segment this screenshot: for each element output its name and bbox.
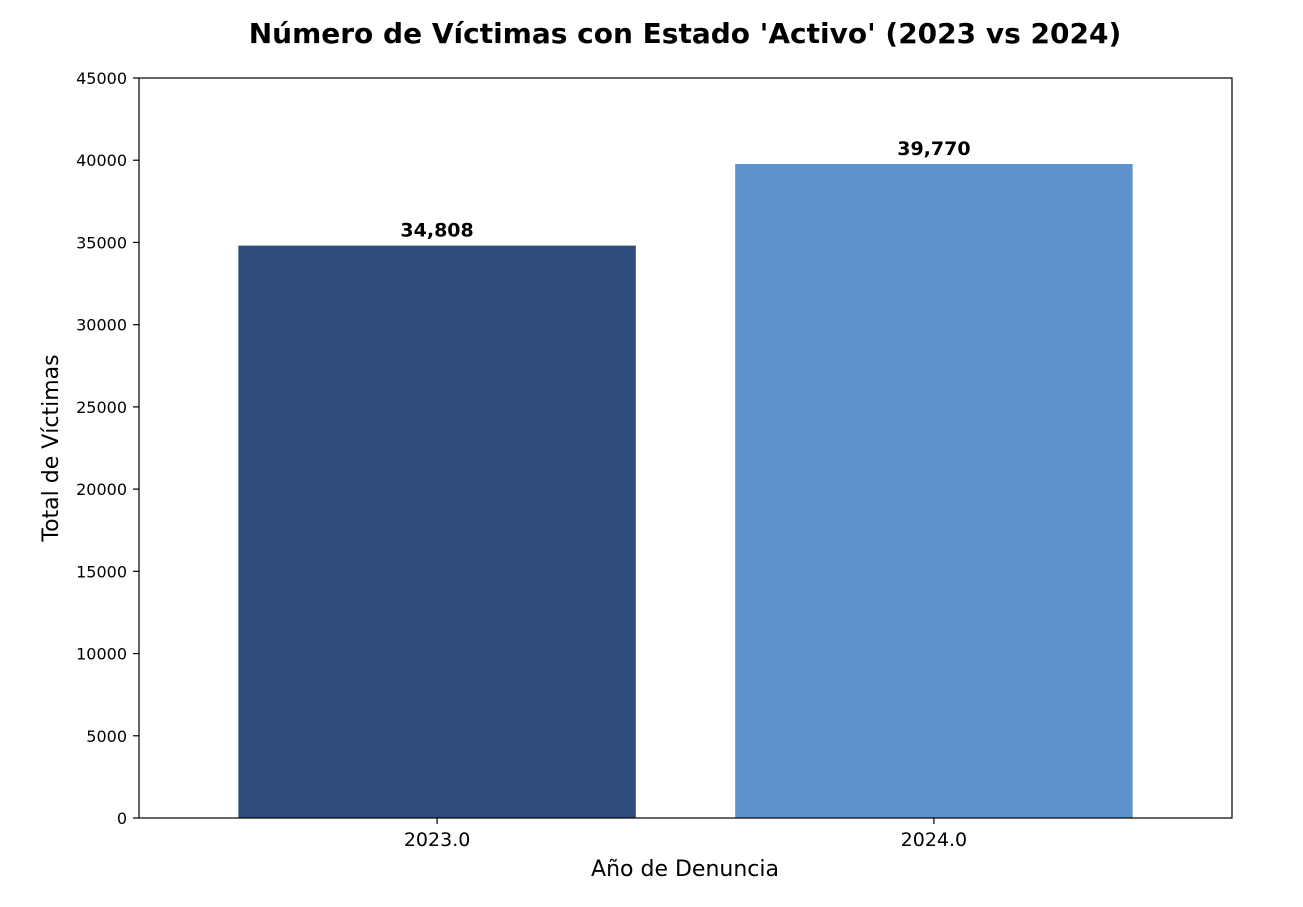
plot-frame xyxy=(138,77,1233,819)
bar-2024.0 xyxy=(735,164,1133,818)
y-tick-label: 25000 xyxy=(76,398,127,417)
data-label-2023.0: 34,808 xyxy=(400,220,473,242)
y-tick-label: 45000 xyxy=(76,69,127,88)
y-tick-label: 10000 xyxy=(76,645,127,664)
y-tick-label: 30000 xyxy=(76,316,127,335)
chart-title: Número de Víctimas con Estado 'Activo' (… xyxy=(249,17,1122,50)
y-tick-label: 35000 xyxy=(76,233,127,252)
data-label-2024.0: 39,770 xyxy=(897,138,970,160)
x-axis-label: Año de Denuncia xyxy=(591,857,779,882)
plot-area: 34,808 2023.0 39,770 2024.0 0 5000 10000 15000 2… xyxy=(76,69,1233,851)
bar-2023.0 xyxy=(238,245,636,818)
y-tick-label: 40000 xyxy=(76,151,127,170)
y-tick-label: 15000 xyxy=(76,562,127,581)
y-tick-label: 5000 xyxy=(86,727,127,746)
x-tick-label: 2023.0 xyxy=(404,829,470,851)
y-tick-label: 20000 xyxy=(76,480,127,499)
y-tick-label: 0 xyxy=(117,809,127,828)
x-tick-label: 2024.0 xyxy=(901,829,967,851)
y-axis-label: Total de Víctimas xyxy=(39,354,64,542)
